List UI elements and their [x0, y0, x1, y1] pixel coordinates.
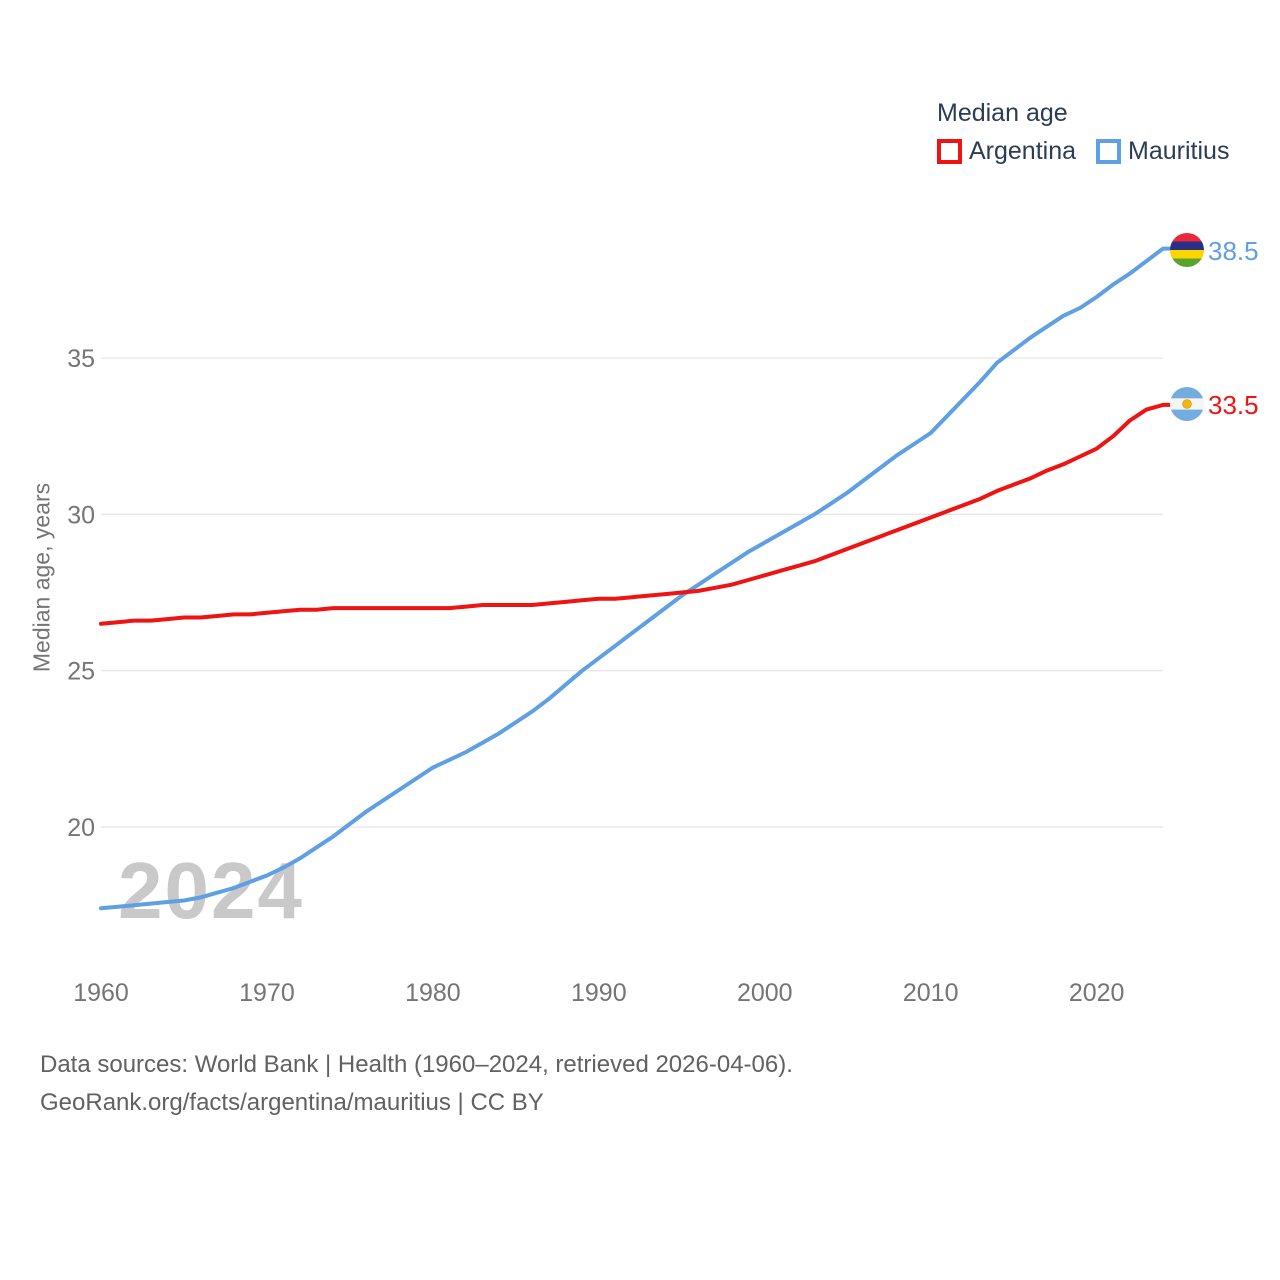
argentina-line[interactable] [99, 402, 1174, 626]
y-axis-title: Median age, years [28, 482, 55, 673]
x-tick-2010: 2010 [903, 979, 959, 1007]
y-tick-35: 35 [67, 345, 95, 373]
legend-item-mauritius[interactable]: Mauritius [1096, 137, 1229, 166]
argentina-series-swatch-icon [937, 139, 962, 164]
footer: Data sources: World Bank | Health (1960–… [40, 1046, 793, 1122]
x-tick-1980: 1980 [405, 979, 461, 1007]
x-tick-1990: 1990 [571, 979, 627, 1007]
mauritius-series-swatch-icon [1096, 139, 1122, 164]
x-tick-1970: 1970 [239, 979, 295, 1007]
footer-data-sources: Data sources: World Bank | Health (1960–… [40, 1051, 793, 1078]
argentina-flag-icon [1170, 387, 1204, 421]
legend-label-mauritius: Mauritius [1128, 137, 1230, 165]
y-tick-20: 20 [67, 814, 95, 842]
x-tick-1960: 1960 [73, 979, 129, 1007]
footer-attribution-link: GeoRank.org/facts/argentina/mauritius | … [40, 1089, 544, 1116]
mauritius-flag-icon [1170, 233, 1204, 267]
legend-items: Argentina Mauritius [937, 137, 1229, 166]
mauritius-end-value: 38.5 [1208, 236, 1259, 266]
x-tick-2020: 2020 [1069, 979, 1125, 1007]
legend: Median age Argentina Mauritius [937, 99, 1229, 166]
legend-title: Median age [937, 99, 1068, 127]
mauritius-line[interactable] [99, 246, 1174, 911]
year-watermark: 2024 [118, 846, 304, 935]
x-tick-2000: 2000 [737, 979, 793, 1007]
legend-item-argentina[interactable]: Argentina [937, 137, 1076, 166]
y-tick-30: 30 [67, 501, 95, 529]
legend-label-argentina: Argentina [969, 137, 1077, 165]
y-tick-25: 25 [67, 658, 95, 686]
argentina-end-value: 33.5 [1208, 390, 1259, 420]
